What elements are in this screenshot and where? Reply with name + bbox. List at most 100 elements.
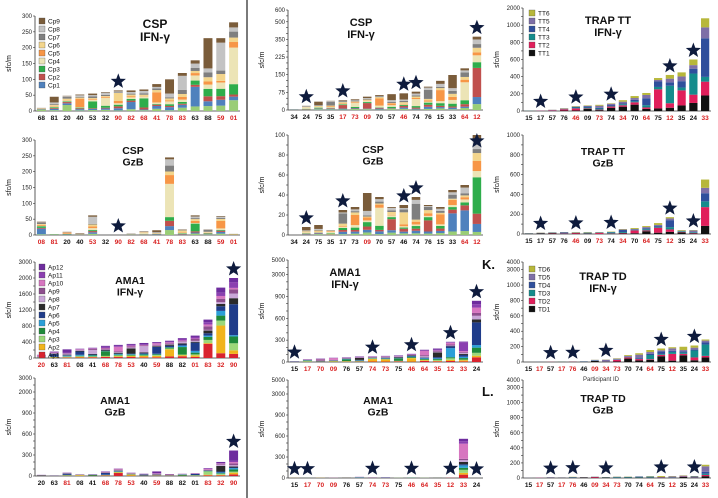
bar-segment <box>423 98 433 101</box>
bar-segment <box>642 229 651 231</box>
star-marker <box>110 218 126 233</box>
bar-segment <box>387 215 396 218</box>
bar-segment <box>618 106 627 111</box>
bar-segment <box>458 458 469 461</box>
legend-label: Ap4 <box>48 329 60 336</box>
x-tick-label: 09 <box>364 239 372 246</box>
y-tick-label: 150 <box>22 186 33 192</box>
y-axis-title: sfc/m <box>259 51 266 68</box>
bar-segment <box>665 231 674 234</box>
bar <box>75 474 85 476</box>
x-tick-label: 41 <box>153 239 161 246</box>
bar-segment <box>677 90 686 106</box>
x-tick-label: 46 <box>400 239 408 246</box>
bar-segment <box>165 101 175 105</box>
bar-segment <box>350 100 360 102</box>
bar-segment <box>88 98 98 100</box>
y-axis-title: sfc/m <box>259 420 266 437</box>
bar <box>591 359 599 362</box>
bar-segment <box>657 354 666 357</box>
bar-segment <box>203 335 213 337</box>
x-tick-label: 15 <box>525 366 533 373</box>
y-tick-label: 2000 <box>507 6 521 12</box>
bar-segment <box>62 105 72 111</box>
legend-label: TD2 <box>538 299 551 306</box>
bar-segment <box>113 351 123 353</box>
bar-segment <box>152 345 162 347</box>
y-tick-label: 100 <box>22 201 33 207</box>
bar-segment <box>679 355 688 362</box>
bar <box>560 232 569 234</box>
bar-segment <box>419 360 430 361</box>
y-tick-label: 300 <box>275 455 286 461</box>
bar <box>152 342 162 358</box>
bar-segment <box>472 104 482 110</box>
star-marker <box>335 193 351 208</box>
y-tick-label: 0 <box>29 233 33 239</box>
bar-segment <box>607 232 616 234</box>
bar-segment <box>177 345 187 348</box>
bar-segment <box>126 348 136 354</box>
bar-segment <box>399 93 409 100</box>
y-tick-label: 80 <box>278 153 285 159</box>
legend-label: Cp8 <box>48 27 60 34</box>
legend-swatch <box>528 289 536 297</box>
legend-swatch <box>38 25 46 33</box>
bar-segment <box>591 360 599 362</box>
bar-segment <box>350 214 360 226</box>
bar-segment <box>229 460 239 463</box>
bar-segment <box>411 91 421 94</box>
bar-segment <box>471 319 482 323</box>
bar-segment <box>411 106 421 108</box>
x-tick-label: 59 <box>153 480 161 487</box>
bar-segment <box>668 348 677 351</box>
x-tick-label: 35 <box>327 239 335 246</box>
x-tick-label: 24 <box>690 115 698 122</box>
bar-segment <box>152 108 162 111</box>
x-tick-label: 46 <box>572 238 580 245</box>
x-tick-label: 40 <box>140 480 148 487</box>
y-tick-label: 2000 <box>19 276 33 282</box>
bar-segment <box>126 102 136 110</box>
bar-segment <box>229 343 239 351</box>
bar-segment <box>471 312 482 316</box>
bar-segment <box>458 342 469 352</box>
star-marker <box>568 89 584 104</box>
bar-segment <box>126 343 136 345</box>
bar-segment <box>152 343 162 345</box>
bar-segment <box>560 232 569 234</box>
bar-segment <box>152 342 162 343</box>
bar-segment <box>314 228 323 230</box>
bar <box>458 341 469 362</box>
bar-segment <box>690 476 699 478</box>
bar <box>689 230 698 234</box>
bar <box>229 278 239 358</box>
bar-segment <box>100 108 110 110</box>
bar-segment <box>375 203 384 205</box>
bar-segment <box>423 108 433 110</box>
bar-segment <box>350 99 360 100</box>
bar-segment <box>165 220 175 227</box>
bar-segment <box>75 351 85 355</box>
x-tick-label: 08 <box>76 362 84 369</box>
bar-segment <box>165 474 175 476</box>
bar-segment <box>302 107 311 109</box>
y-tick-label: 600 <box>510 431 521 437</box>
legend-label: Ap7 <box>48 305 60 312</box>
bar-segment <box>338 212 348 214</box>
bar-segment <box>458 352 469 354</box>
bar-segment <box>423 205 433 207</box>
y-tick-label: 0 <box>282 108 286 114</box>
bar-segment <box>100 355 110 357</box>
bar-segment <box>88 228 98 231</box>
bar-segment <box>657 356 666 362</box>
bar-segment <box>100 345 110 347</box>
bar-segment <box>165 349 175 357</box>
bar-segment <box>701 18 710 28</box>
bar-segment <box>229 42 239 48</box>
y-tick-label: 0 <box>517 109 521 115</box>
bar-segment <box>583 105 592 107</box>
bar <box>624 476 632 478</box>
star-marker <box>468 283 485 299</box>
